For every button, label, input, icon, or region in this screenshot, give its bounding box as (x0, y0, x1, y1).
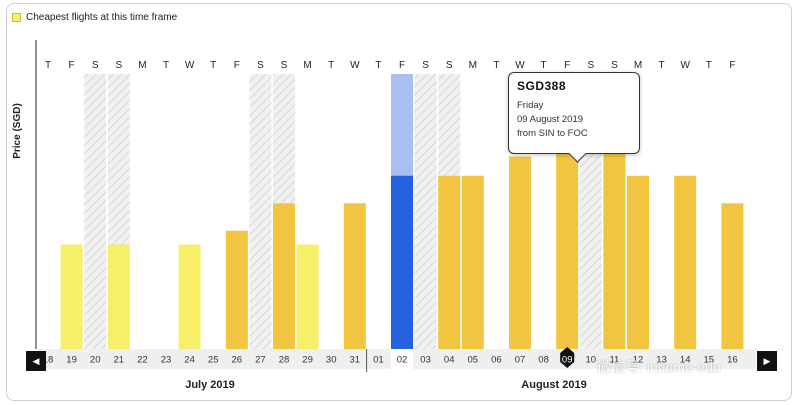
weekday-label: W (515, 60, 525, 71)
date-tick-label[interactable]: 19 (66, 355, 77, 366)
chevron-right-icon: ▶ (763, 355, 771, 366)
legend-label: Cheapest flights at this time frame (26, 12, 178, 23)
watermark-text: 微信号: inhome-edu (597, 359, 721, 375)
prev-dates-button[interactable]: ◀ (26, 351, 46, 371)
weekday-label: S (611, 60, 618, 71)
weekend-column (84, 74, 107, 349)
weekday-label: T (45, 60, 51, 71)
date-tick-label[interactable]: 29 (302, 355, 313, 366)
date-tick-label[interactable]: 12 (633, 355, 644, 366)
date-tick-label[interactable]: 02 (397, 355, 408, 366)
weekday-label: F (399, 60, 405, 71)
weekday-label: S (446, 60, 453, 71)
price-bar[interactable] (603, 123, 626, 350)
date-tick-label[interactable]: 09 (562, 355, 573, 366)
date-tick-label[interactable]: 14 (680, 355, 691, 366)
date-tick-label[interactable]: 03 (420, 355, 431, 366)
price-bar[interactable] (178, 244, 201, 350)
price-bar[interactable] (391, 175, 413, 349)
weekday-label: F (564, 60, 570, 71)
price-bar[interactable] (556, 123, 579, 350)
weekday-label: S (92, 60, 99, 71)
weekday-label: F (729, 60, 735, 71)
price-bar[interactable] (721, 203, 744, 349)
tooltip-price: SGD388 (517, 79, 567, 93)
date-tick-label[interactable]: 23 (161, 355, 172, 366)
price-bar[interactable] (225, 230, 248, 349)
date-tick-label[interactable]: 25 (208, 355, 219, 366)
date-tick-label[interactable]: 21 (114, 355, 125, 366)
tooltip-route: from SIN to FOC (517, 128, 588, 139)
weekday-label: T (210, 60, 216, 71)
weekday-label: W (680, 60, 690, 71)
date-tick-label[interactable]: 15 (704, 355, 715, 366)
date-tick-label[interactable]: 04 (444, 355, 455, 366)
price-bar[interactable] (107, 244, 130, 350)
weekday-label: T (493, 60, 499, 71)
weekday-label: F (234, 60, 240, 71)
weekday-label: F (69, 60, 75, 71)
legend: Cheapest flights at this time frame (12, 12, 177, 23)
weekday-label: W (350, 60, 360, 71)
weekday-label: S (115, 60, 122, 71)
weekday-label: S (422, 60, 429, 71)
date-tick-label[interactable]: 08 (538, 355, 549, 366)
weekday-label: T (706, 60, 712, 71)
price-bar[interactable] (627, 175, 649, 349)
price-bar[interactable] (273, 203, 295, 349)
date-tick-label[interactable]: 05 (468, 355, 479, 366)
date-tick-label[interactable]: 13 (656, 355, 667, 366)
weekday-label: M (634, 60, 642, 71)
weekend-column (249, 74, 272, 349)
date-tick-label[interactable]: 11 (609, 355, 619, 366)
month-label: July 2019 (185, 379, 235, 391)
weekday-label: T (659, 60, 665, 71)
date-tick-label[interactable]: 01 (373, 355, 384, 366)
month-label: August 2019 (521, 379, 586, 391)
price-bar[interactable] (438, 175, 461, 349)
price-tooltip: SGD388 Friday 09 August 2019 from SIN to… (508, 72, 640, 154)
hover-date-marker (560, 347, 575, 368)
date-tick-label[interactable]: 20 (90, 355, 101, 366)
date-tick-label[interactable]: 06 (491, 355, 502, 366)
date-tick-label[interactable]: 16 (727, 355, 738, 366)
weekday-label: S (257, 60, 264, 71)
tooltip-day: Friday (517, 100, 544, 111)
cheapest-legend-swatch (12, 13, 21, 22)
price-bar[interactable] (60, 244, 83, 350)
date-tick-label[interactable]: 26 (232, 355, 243, 366)
weekday-label: T (541, 60, 547, 71)
chevron-left-icon: ◀ (32, 355, 40, 366)
tooltip-date: 09 August 2019 (517, 114, 584, 125)
next-dates-button[interactable]: ▶ (757, 351, 777, 371)
price-bar[interactable] (296, 244, 319, 350)
weekday-label: S (587, 60, 594, 71)
date-tick-label[interactable]: 28 (279, 355, 290, 366)
weekday-label: T (375, 60, 381, 71)
weekday-label: T (163, 60, 169, 71)
price-bar[interactable] (343, 203, 366, 349)
weekday-label: S (281, 60, 288, 71)
weekday-label: T (328, 60, 334, 71)
selected-date-cell (391, 349, 413, 369)
date-tick-label[interactable]: 07 (515, 355, 526, 366)
date-tick-label[interactable]: 24 (184, 355, 195, 366)
date-tick-label[interactable]: 27 (255, 355, 266, 366)
price-bar[interactable] (674, 175, 697, 349)
weekday-label: M (138, 60, 146, 71)
weekday-label: W (185, 60, 195, 71)
date-tick-label[interactable]: 31 (350, 355, 361, 366)
weekday-label: M (469, 60, 477, 71)
y-axis-label: Price (SGD) (12, 103, 23, 159)
price-bar[interactable] (509, 156, 531, 350)
weekday-label: M (303, 60, 311, 71)
date-tick-label[interactable]: 30 (326, 355, 337, 366)
date-tick-label[interactable]: 18 (43, 355, 54, 366)
price-bar[interactable] (461, 175, 484, 349)
date-tick-label[interactable]: 22 (137, 355, 148, 366)
date-tick-label[interactable]: 10 (586, 355, 597, 366)
weekend-column (414, 74, 437, 349)
